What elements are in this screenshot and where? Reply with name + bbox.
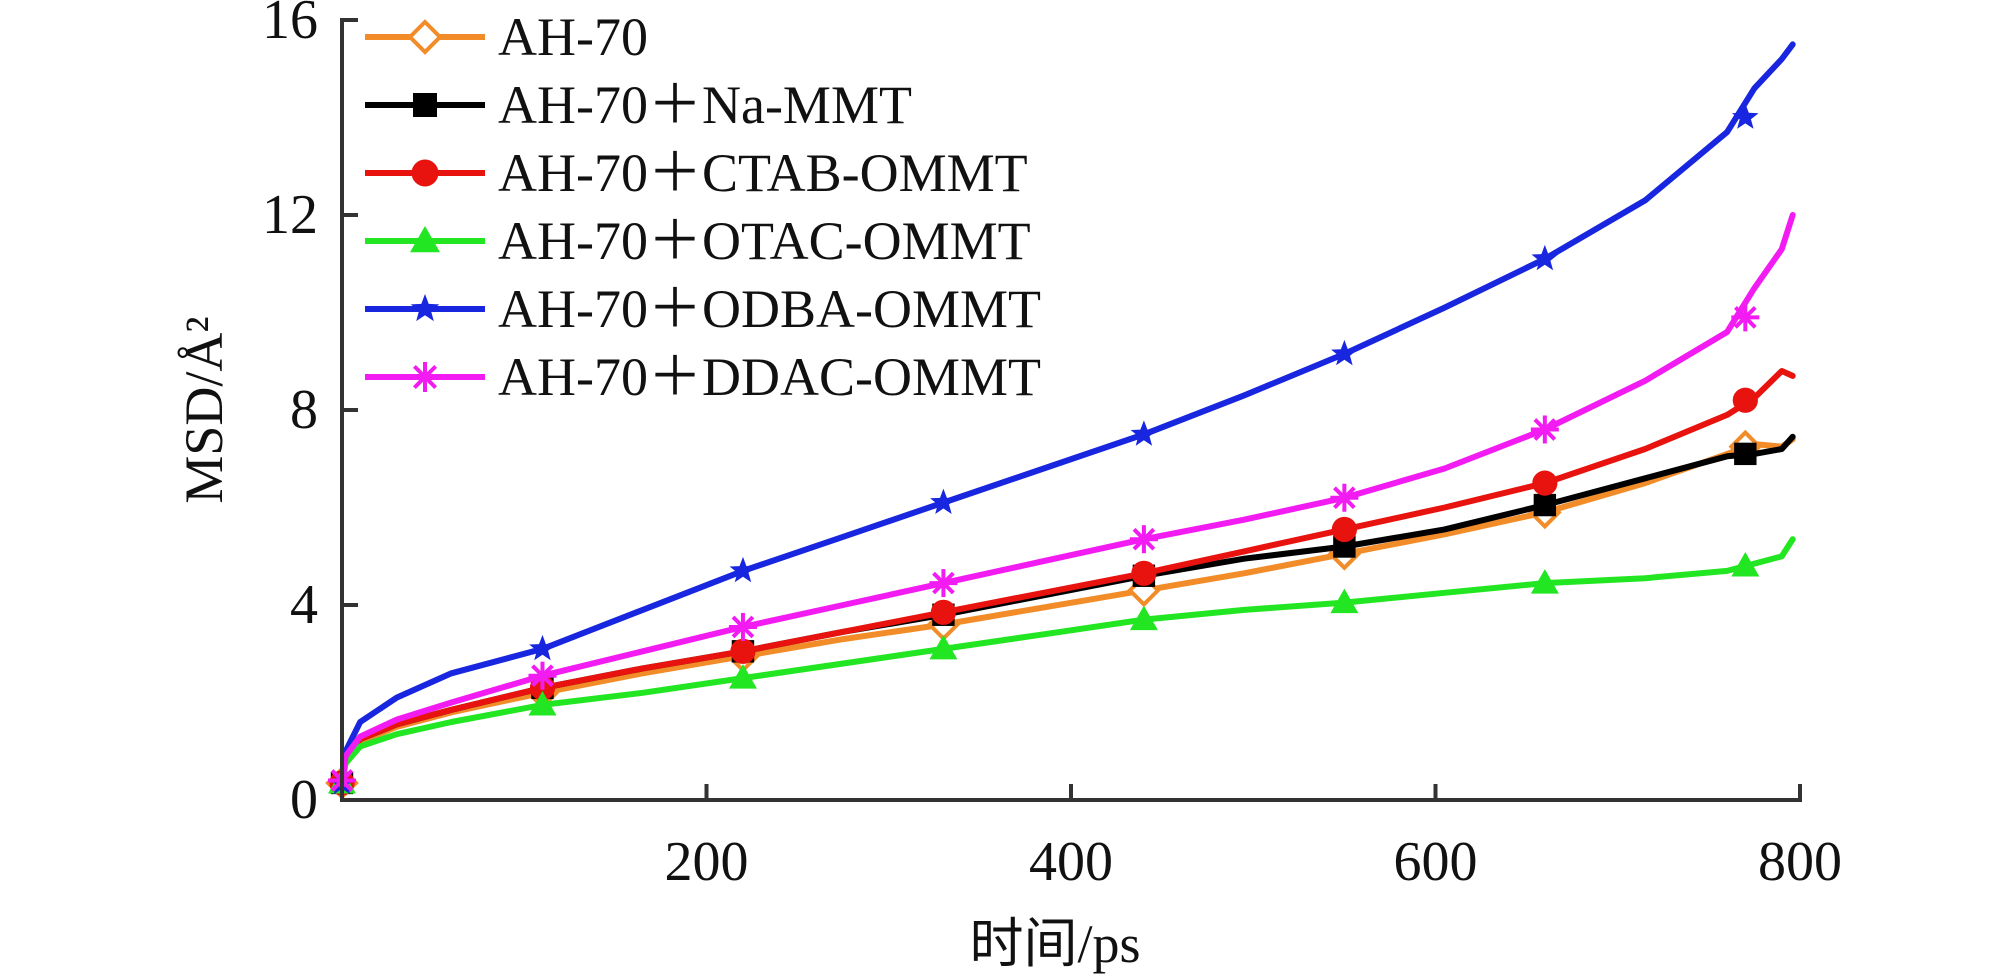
legend-entry: AH-70＋OTAC-OMMT — [365, 211, 1031, 271]
data-point-marker — [1734, 442, 1757, 466]
y-tick-label: 4 — [290, 574, 318, 636]
data-point-marker — [1533, 493, 1557, 517]
series-line — [339, 436, 1796, 789]
data-point-marker — [1330, 588, 1359, 614]
data-point-marker — [1129, 605, 1158, 631]
legend: AH-70 AH-70＋Na-MMT AH-70＋CTAB-OMMT AH-70＋OT… — [365, 7, 1041, 407]
legend-label: AH-70＋ODBA-OMMT — [498, 279, 1041, 339]
data-point-marker — [1731, 303, 1760, 332]
data-point-marker — [728, 664, 757, 689]
data-point-marker — [528, 690, 557, 716]
legend-marker — [413, 93, 437, 117]
legend-entry: AH-70 — [365, 7, 648, 67]
series-4 — [328, 41, 1796, 795]
data-point-marker — [1532, 470, 1558, 496]
data-point-marker — [1331, 516, 1357, 543]
legend-entry: AH-70＋Na-MMT — [365, 75, 912, 135]
x-tick-label: 600 — [1394, 831, 1478, 893]
series-line — [339, 212, 1796, 789]
series-line — [339, 41, 1796, 789]
data-point-marker — [529, 634, 556, 661]
data-point-marker — [528, 661, 557, 690]
series-3 — [328, 536, 1796, 794]
y-tick-label: 16 — [262, 0, 318, 51]
data-point-marker — [1731, 552, 1760, 577]
x-tick-label: 400 — [1029, 831, 1113, 893]
data-point-marker — [929, 634, 958, 660]
data-point-marker — [1330, 483, 1359, 512]
legend-entry: AH-70＋ODBA-OMMT — [365, 279, 1041, 339]
y-tick-label: 8 — [290, 379, 318, 441]
series-line — [339, 368, 1796, 789]
data-point-marker — [1732, 387, 1758, 413]
legend-marker — [411, 159, 439, 187]
x-axis-label: 时间/ps — [969, 914, 1140, 974]
legend-label: AH-70＋OTAC-OMMT — [498, 211, 1031, 271]
data-point-marker — [1129, 525, 1158, 554]
series-line — [339, 433, 1796, 789]
data-point-marker — [930, 599, 957, 625]
legend-marker — [407, 19, 443, 55]
legend-entry: AH-70＋DDAC-OMMT — [365, 347, 1041, 407]
x-tick-label: 800 — [1758, 831, 1842, 893]
legend-marker — [410, 226, 440, 253]
data-point-marker — [1531, 244, 1559, 271]
data-point-marker — [929, 569, 958, 598]
data-point-marker — [1331, 339, 1358, 366]
data-point-marker — [729, 556, 757, 583]
ticks-layer: 0 4 8 12 16 200 400 600 800 — [262, 0, 1842, 893]
legend-entry: AH-70＋CTAB-OMMT — [365, 143, 1028, 203]
legend-marker — [410, 294, 440, 322]
data-point-marker — [1530, 415, 1559, 444]
y-tick-label: 12 — [262, 184, 318, 246]
data-point-marker — [1130, 420, 1158, 446]
data-point-marker — [1333, 535, 1356, 558]
series-5 — [328, 212, 1796, 795]
legend-label: AH-70＋CTAB-OMMT — [498, 143, 1028, 203]
series-2 — [329, 368, 1796, 796]
series-0 — [325, 429, 1796, 800]
data-point-marker — [930, 488, 957, 514]
data-point-marker — [1732, 103, 1759, 129]
data-point-marker — [730, 638, 756, 664]
legend-label: AH-70＋DDAC-OMMT — [498, 347, 1041, 407]
legend-label: AH-70 — [498, 7, 648, 67]
series-line — [339, 536, 1796, 789]
data-point-marker — [1131, 560, 1157, 586]
data-point-marker — [1530, 569, 1559, 594]
legend-label: AH-70＋Na-MMT — [498, 75, 912, 135]
series-layer — [325, 41, 1796, 800]
y-tick-label: 0 — [290, 769, 318, 831]
legend-marker — [410, 362, 440, 392]
data-point-marker — [728, 612, 757, 641]
series-1 — [330, 433, 1796, 795]
y-axis-label: MSD/Å² — [174, 316, 234, 503]
x-tick-label: 200 — [665, 831, 749, 893]
